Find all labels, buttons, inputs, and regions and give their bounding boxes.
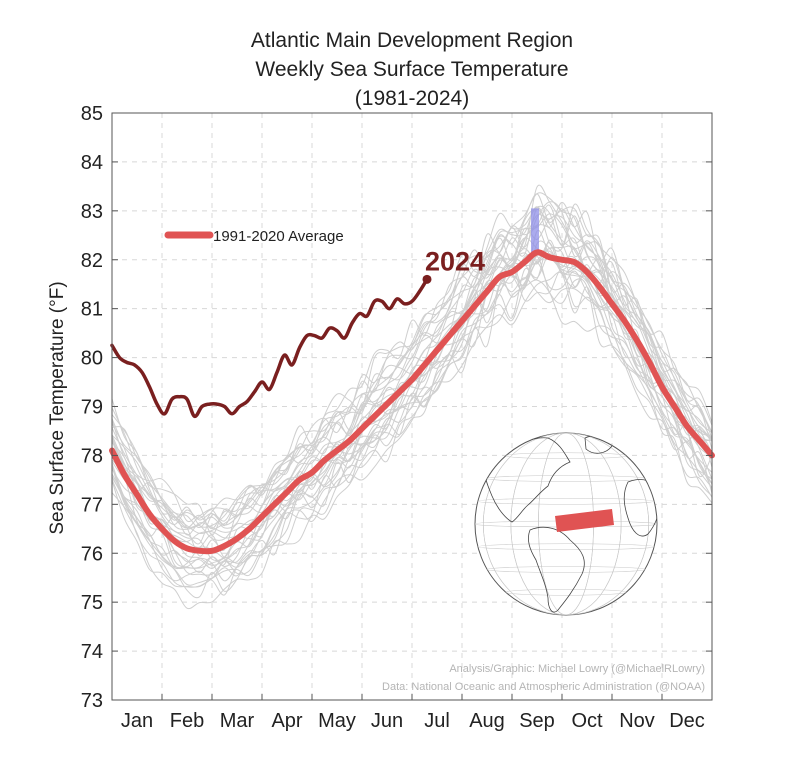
historical-year-line [112, 224, 712, 536]
historical-year-line [112, 192, 712, 527]
chart-title: Atlantic Main Development Region [250, 29, 574, 52]
x-tick-label: Nov [619, 710, 655, 732]
x-tick-label: Jul [424, 710, 450, 732]
historical-year-line [112, 264, 712, 588]
longitude-line [482, 433, 650, 615]
y-tick-label: 76 [81, 543, 103, 565]
y-tick-label: 83 [81, 201, 103, 223]
historical-year-line [112, 193, 712, 528]
credit-line-2: Data: National Oceanic and Atmospheric A… [382, 681, 705, 693]
x-tick-label: Mar [220, 710, 255, 732]
series-2024-line [110, 277, 429, 419]
y-tick-label: 85 [81, 103, 103, 125]
chart-period: (1981-2024) [354, 87, 470, 110]
chart-subtitle: Weekly Sea Surface Temperature [255, 58, 569, 81]
historical-year-line [112, 253, 712, 576]
historical-year-line [112, 240, 712, 569]
longitude-line [510, 433, 622, 615]
x-tick-label: Sep [519, 710, 555, 732]
y-tick-label: 79 [81, 397, 103, 419]
historical-year-line [112, 201, 712, 528]
x-tick-label: Aug [469, 710, 505, 732]
credits: Analysis/Graphic: Michael Lowry (@Michae… [382, 663, 705, 693]
y-tick-label: 74 [81, 641, 103, 663]
x-tick-label: Oct [571, 710, 603, 732]
south-america-outline [528, 526, 585, 613]
axes: 73 74 75 76 77 78 79 80 81 82 83 84 85 Jan Feb Mar Apr Ma… [81, 103, 713, 732]
y-tick-label: 84 [81, 152, 103, 174]
historical-year-line [112, 184, 712, 536]
y-tick-label: 82 [81, 250, 103, 272]
series-2024-label: 2024 [425, 246, 485, 276]
x-tick-label: Jun [371, 710, 403, 732]
y-tick-label: 77 [81, 494, 103, 516]
x-tick-label: Dec [669, 710, 705, 732]
x-tick-label: Jan [121, 710, 153, 732]
legend-label-average: 1991-2020 Average [213, 228, 344, 245]
credit-line-1: Analysis/Graphic: Michael Lowry (@Michae… [449, 663, 705, 675]
chart-title-block: Atlantic Main Development Region Weekly … [112, 26, 712, 113]
y-tick-label: 75 [81, 592, 103, 614]
historical-year-line [112, 205, 712, 529]
average-series-line [109, 249, 715, 555]
current-week-bar [531, 208, 539, 253]
y-tick-label: 73 [81, 690, 103, 712]
current-week-marker [531, 208, 539, 253]
mdr-region-box [555, 509, 614, 532]
y-tick-label: 81 [81, 299, 103, 321]
x-tick-label: Feb [170, 710, 204, 732]
series-layer: 2024 [109, 246, 715, 555]
historical-year-line [112, 271, 712, 599]
globe-inset [474, 432, 658, 616]
series-2024-end-dot [422, 274, 432, 284]
legend: 1991-2020 Average [164, 228, 344, 245]
north-america-outline [485, 437, 571, 523]
x-tick-label: Apr [271, 710, 302, 732]
y-tick-label: 78 [81, 445, 103, 467]
x-tick-label: May [318, 710, 356, 732]
historical-year-line [112, 204, 712, 541]
y-tick-label: 80 [81, 348, 103, 370]
